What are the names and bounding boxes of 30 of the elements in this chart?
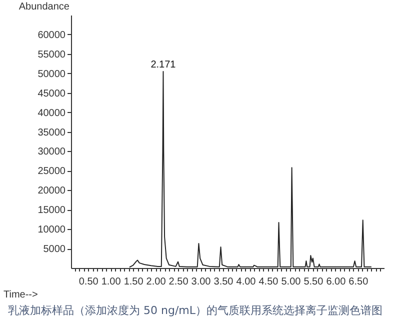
y-tick-label: 40000	[38, 108, 66, 119]
y-tick-label: 50000	[38, 68, 66, 80]
y-tick-label: 60000	[38, 30, 66, 41]
x-tick-label: 0.50	[78, 276, 99, 288]
x-tick-label: 2.50	[168, 276, 189, 288]
x-tick-label: 3.50	[214, 276, 234, 288]
x-tick-label: 3.00	[191, 276, 212, 288]
x-tick-label: 4.50	[258, 276, 279, 288]
x-tick-label: 4.00	[236, 276, 256, 288]
y-tick-label: 55000	[38, 49, 66, 60]
y-tick-label: 30000	[38, 146, 66, 158]
x-tick-label: 1.50	[124, 276, 144, 288]
x-tick-label: 1.00	[101, 276, 122, 288]
line-series	[128, 70, 372, 268]
text: 乳液加标样品（添加浓度为 50 ng/mL）的气质联用系统选择离子监测色谱图	[8, 304, 382, 317]
y-tick-label: 35000	[38, 127, 66, 138]
y-tick-label: 20000	[38, 186, 66, 197]
x-tick-label: 2.00	[146, 276, 166, 288]
x-tick-label: 6.50	[348, 276, 369, 288]
annotation: 2.171	[150, 59, 176, 70]
y-tick-label: 5000	[43, 244, 66, 256]
x-tick-label: 5.50	[304, 276, 324, 288]
x-tick-label: 6.00	[326, 276, 346, 288]
y-tick-label: 15000	[38, 205, 66, 216]
y-axis-title: Abundance	[18, 2, 70, 12]
y-tick-label: 25000	[38, 166, 66, 178]
x-axis-title: Time-->	[4, 290, 38, 300]
x-tick-label: 5.00	[281, 276, 302, 288]
y-tick-label: 10000	[38, 224, 66, 236]
y-tick-label: 45000	[38, 88, 66, 100]
